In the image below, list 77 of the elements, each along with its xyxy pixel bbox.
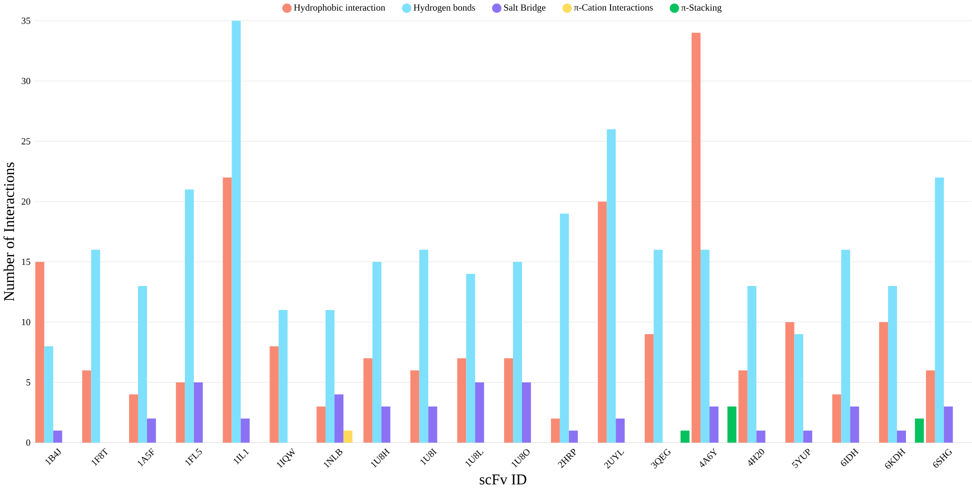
y-tick-label: 25 (22, 138, 30, 144)
bar (428, 406, 438, 443)
bar (654, 250, 663, 443)
bar (850, 406, 860, 443)
bar (91, 250, 100, 443)
y-axis-title: Number of Interactions (3, 162, 14, 302)
bar (513, 262, 522, 443)
bar (727, 406, 736, 443)
bar (738, 370, 748, 443)
bar (232, 20, 241, 443)
legend-label: π-Stacking (681, 4, 722, 13)
bar (326, 310, 334, 443)
bar (879, 322, 888, 443)
legend-label: Hydrophobic interaction (294, 4, 386, 13)
bar (832, 394, 842, 443)
bar (710, 406, 718, 443)
bar (644, 334, 654, 443)
bar (680, 430, 690, 443)
bar (176, 382, 185, 443)
bar (794, 334, 804, 443)
bar (419, 250, 428, 443)
bar (692, 32, 701, 443)
bar (372, 262, 382, 443)
y-tick-label: 20 (22, 198, 30, 205)
y-tick-label: 35 (22, 18, 30, 24)
bar (914, 418, 924, 443)
bar (466, 274, 476, 443)
legend-label: Salt Bridge (504, 4, 546, 13)
bar (316, 406, 326, 443)
bar (270, 346, 279, 443)
bar (616, 418, 625, 443)
bar (756, 430, 766, 443)
bar (926, 370, 935, 443)
y-tick-label: 30 (22, 78, 30, 84)
bar (747, 286, 756, 443)
bar (138, 286, 147, 443)
bar (363, 358, 372, 443)
bar (888, 286, 898, 443)
bar (457, 358, 466, 443)
bar (700, 250, 710, 443)
legend-label: π-Cation Interactions (574, 4, 653, 11)
y-tick-label: 0 (26, 440, 30, 446)
y-tick-label: 15 (22, 258, 30, 266)
y-tick-label: 5 (26, 379, 30, 386)
bar (897, 430, 906, 443)
bar (194, 382, 203, 443)
bar (82, 370, 92, 443)
bar (343, 430, 352, 443)
bar (44, 346, 54, 443)
bar (35, 262, 44, 443)
bar (334, 394, 344, 443)
bar (240, 418, 250, 443)
bar (278, 310, 288, 443)
bar (785, 322, 794, 443)
bar (606, 129, 616, 443)
bar (184, 190, 194, 443)
bar (934, 177, 944, 443)
bar (129, 394, 138, 443)
bar (550, 418, 560, 443)
y-tick-label: 10 (22, 318, 30, 326)
bar (222, 177, 232, 443)
bar (568, 430, 578, 443)
x-tick-label: 1IL1 (234, 449, 250, 464)
bar (146, 418, 156, 443)
x-axis-title: scFv ID (480, 474, 526, 485)
bar (803, 430, 812, 443)
bar (522, 382, 531, 443)
bar (944, 406, 953, 443)
bar (381, 406, 390, 443)
bar (560, 214, 569, 443)
bar (598, 202, 607, 443)
bar (475, 382, 484, 443)
bar (504, 358, 514, 443)
legend-label: Hydrogen bonds (414, 4, 476, 13)
bar (410, 370, 420, 443)
bar (53, 430, 62, 443)
bar (841, 250, 850, 443)
